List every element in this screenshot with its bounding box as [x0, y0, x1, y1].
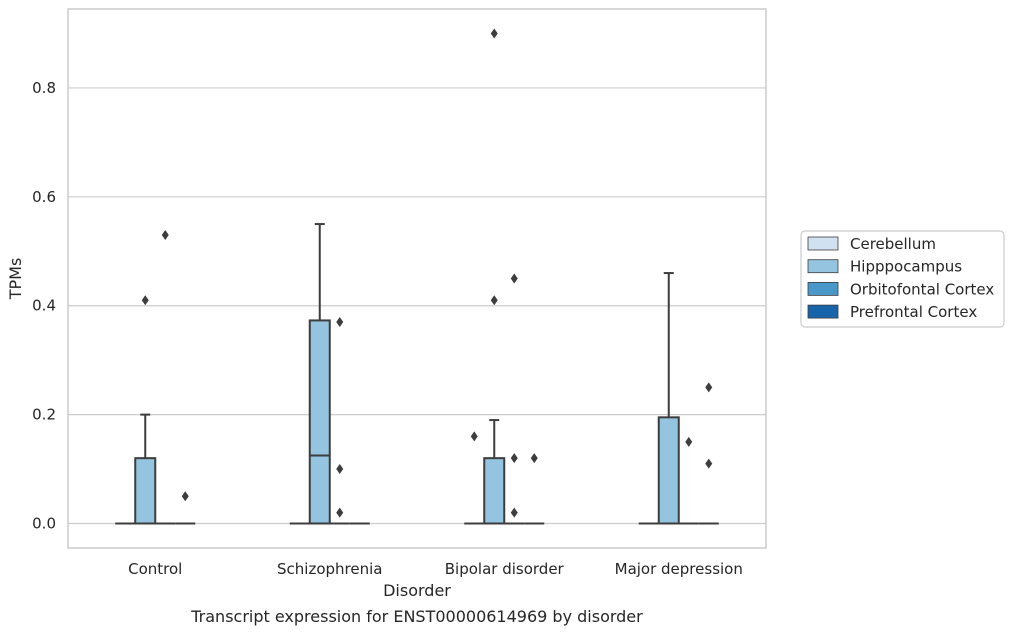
- box-body: [308, 319, 331, 525]
- outlier-point: [336, 464, 344, 475]
- box-hipppocampus: [483, 28, 506, 525]
- y-tick-labels: 0.0 0.2 0.4 0.6 0.8: [32, 79, 56, 533]
- legend-swatch: [807, 259, 839, 274]
- x-tick-label: Bipolar disorder: [445, 560, 565, 578]
- x-axis-label: Disorder: [383, 581, 451, 600]
- legend-swatch: [807, 281, 839, 296]
- legend: Cerebellum Hipppocampus Orbitofontal Corte…: [800, 230, 1005, 328]
- outlier-point: [685, 436, 693, 447]
- y-tick-label: 0.4: [32, 297, 56, 315]
- box-prefrontal-cortex: [175, 491, 196, 525]
- outlier-point: [336, 317, 344, 328]
- legend-label: Cerebellum: [850, 235, 936, 253]
- outlier-point: [141, 295, 149, 306]
- outlier-point: [490, 295, 498, 306]
- box-body: [657, 416, 680, 525]
- legend-swatch: [807, 236, 839, 251]
- outlier-point: [336, 507, 344, 518]
- box-hipppocampus: [657, 272, 680, 525]
- x-tick-labels: Control Schizophrenia Bipolar disorder Majo…: [128, 560, 743, 578]
- outlier-point: [161, 229, 169, 240]
- box-body: [483, 457, 506, 525]
- y-tick-label: 0.8: [32, 79, 56, 97]
- outlier-point: [181, 491, 189, 502]
- box-hipppocampus: [134, 295, 157, 525]
- outlier-point: [510, 453, 518, 464]
- box-hipppocampus: [308, 223, 331, 525]
- x-tick-label: Control: [128, 560, 182, 578]
- box-prefrontal-cortex: [698, 382, 719, 525]
- y-tick-label: 0.2: [32, 406, 56, 424]
- legend-frame: [800, 230, 1005, 328]
- outlier-point: [510, 507, 518, 518]
- box-orbitofontal-cortex: [504, 273, 525, 525]
- outlier-point: [705, 458, 713, 469]
- y-axis-label: TPMs: [6, 258, 25, 301]
- outlier-point: [530, 453, 538, 464]
- boxplots: [115, 28, 719, 525]
- x-tick-label: Major depression: [615, 560, 743, 578]
- legend-swatch: [807, 304, 839, 319]
- outlier-point: [470, 431, 478, 442]
- box-orbitofontal-cortex: [678, 436, 699, 525]
- y-tick-label: 0.6: [32, 188, 56, 206]
- outlier-point: [510, 273, 518, 284]
- y-tick-label: 0.0: [32, 515, 56, 533]
- box-prefrontal-cortex: [524, 453, 545, 525]
- chart-caption: Transcript expression for ENST0000061496…: [190, 607, 643, 626]
- box-cerebellum: [464, 431, 485, 525]
- plot-area-frame: [67, 8, 767, 549]
- legend-label: Hipppocampus: [850, 258, 962, 276]
- outlier-point: [490, 28, 498, 39]
- box-orbitofontal-cortex: [329, 317, 350, 525]
- outlier-point: [705, 382, 713, 393]
- box-body: [134, 457, 157, 525]
- legend-label: Orbitofontal Cortex: [850, 280, 994, 298]
- box-orbitofontal-cortex: [155, 229, 176, 525]
- legend-label: Prefrontal Cortex: [850, 303, 977, 321]
- x-tick-label: Schizophrenia: [277, 560, 382, 578]
